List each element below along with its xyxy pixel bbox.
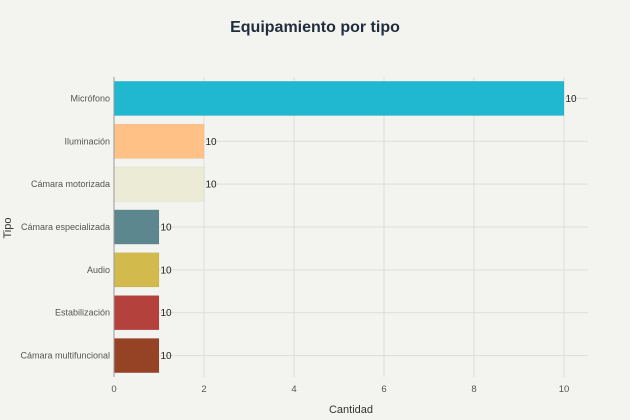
chart-title: Equipamiento por tipo (230, 19, 400, 36)
category-label-4: Cámara especializada (21, 222, 110, 232)
x-tick-label-10: 10 (559, 384, 570, 395)
x-tick-label-6: 6 (381, 384, 386, 395)
bar-2[interactable] (113, 123, 205, 159)
x-axis-title: Cantidad (329, 404, 373, 416)
bar-7[interactable] (113, 338, 160, 373)
category-label-7: Cámara multifuncional (20, 351, 110, 361)
data-label-1: 10 (566, 94, 578, 105)
data-labels: 10 10 10 10 10 10 10 (161, 94, 578, 362)
data-label-4: 10 (161, 223, 173, 234)
x-tick-label-4: 4 (291, 384, 296, 395)
x-tick-label-8: 8 (471, 384, 476, 395)
category-label-2: Iluminación (64, 136, 110, 146)
category-label-6: Estabilización (55, 308, 110, 318)
category-label-5: Audio (87, 265, 110, 275)
bar-5[interactable] (113, 252, 160, 288)
grid-lines (114, 77, 588, 377)
x-tick-label-2: 2 (201, 384, 206, 395)
data-label-5: 10 (161, 265, 173, 276)
data-label-7: 10 (161, 351, 173, 362)
category-label-3: Cámara motorizada (31, 179, 110, 189)
x-tick-label-0: 0 (111, 384, 116, 395)
bar-1[interactable] (113, 81, 565, 116)
bars (113, 81, 565, 373)
category-label-1: Micrófono (70, 93, 110, 103)
category-labels: Micrófono Iluminación Cámara motorizada Cám… (20, 93, 110, 360)
data-label-3: 10 (206, 180, 218, 191)
y-axis-title: Tipo (2, 218, 14, 239)
data-label-6: 10 (161, 308, 173, 319)
bar-4[interactable] (113, 209, 160, 245)
data-label-2: 10 (206, 137, 218, 148)
x-tick-labels: 0 2 4 6 8 10 (111, 384, 569, 395)
bar-3[interactable] (113, 166, 205, 202)
bar-6[interactable] (113, 295, 160, 331)
